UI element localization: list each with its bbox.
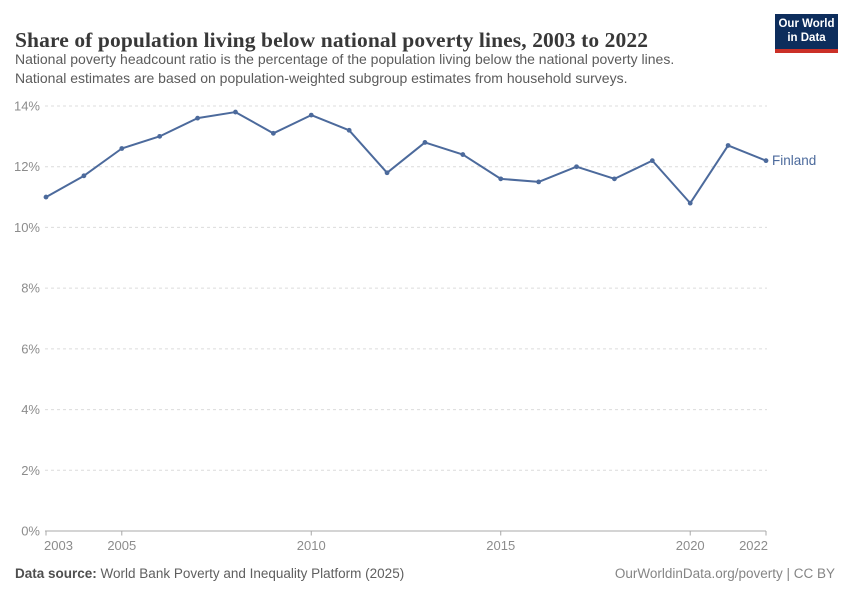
y-tick-label: 14% [14,99,40,114]
data-point[interactable] [763,158,769,164]
y-tick-label: 8% [21,281,40,296]
data-point[interactable] [81,173,87,179]
data-point[interactable] [687,200,693,206]
y-tick-label: 4% [21,402,40,417]
data-source: Data source: World Bank Poverty and Ineq… [15,566,404,581]
y-tick-label: 2% [21,463,40,478]
owid-logo-stripe [775,49,838,53]
y-tick-label: 12% [14,159,40,174]
data-point[interactable] [422,140,428,145]
series-line[interactable] [45,111,767,205]
y-tick-label: 0% [21,524,40,539]
x-tick-label: 2022 [739,538,768,553]
license-link[interactable]: OurWorldinData.org/poverty | CC BY [614,566,835,581]
x-tick-label: 2010 [297,538,326,553]
chart-footer: Data source: World Bank Poverty and Ineq… [15,566,835,581]
owid-logo[interactable]: Our World in Data [775,14,838,53]
data-point[interactable] [195,115,200,121]
data-point[interactable] [119,146,125,151]
data-point[interactable] [270,130,276,136]
data-source-label: Data source: [15,566,97,581]
data-point[interactable] [649,158,655,164]
data-point[interactable] [536,179,542,185]
chart-subtitle-line-2: National estimates are based on populati… [15,69,628,86]
y-tick-label: 6% [21,341,40,356]
x-tick-label: 2015 [486,538,515,553]
x-tick-label: 2020 [676,538,705,553]
data-point[interactable] [308,112,314,118]
data-point[interactable] [384,170,390,176]
chart-subtitle: National poverty headcount ratio is the … [15,50,775,87]
x-tick-label: 2003 [44,538,73,553]
chart-title: Share of population living below nationa… [15,28,649,53]
data-point[interactable] [43,194,49,200]
data-point[interactable] [574,164,579,170]
x-tick-label: 2005 [107,538,136,553]
data-point[interactable] [157,133,163,139]
data-source-text[interactable]: World Bank Poverty and Inequality Platfo… [100,566,405,581]
owid-logo-line-1: Our World [778,18,835,30]
data-point[interactable] [346,127,352,133]
data-point[interactable] [498,176,504,182]
y-tick-label: 10% [14,220,40,235]
data-point[interactable] [725,143,731,148]
data-point[interactable] [233,109,238,115]
series-label[interactable]: Finland [772,153,816,168]
chart-subtitle-line-1: National poverty headcount ratio is the … [15,51,675,67]
data-point[interactable] [460,152,466,157]
data-point[interactable] [612,176,617,182]
owid-logo-line-2: in Data [787,32,826,44]
